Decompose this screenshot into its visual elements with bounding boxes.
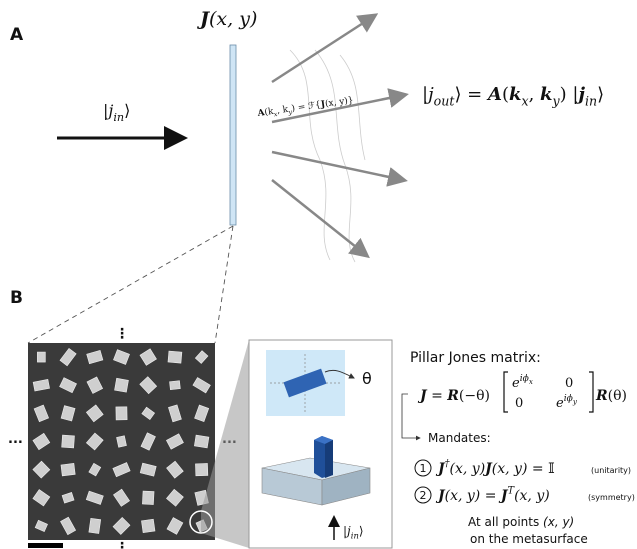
matrix-entry: 0: [515, 396, 523, 411]
rule-formula: J†(x, y)J(x, y) = 𝕀: [435, 459, 555, 477]
matrix-entry: eiϕy: [556, 394, 578, 411]
formula-part: ⟩: [597, 84, 604, 105]
formula-part: A: [486, 84, 502, 105]
scale-bar: [28, 543, 63, 548]
rule-formula: J(x, y) = JT(x, y): [435, 486, 550, 504]
matrix-entry: eiϕx: [512, 374, 533, 391]
formula-part: 0: [515, 396, 523, 411]
formula-part: (x, y): [543, 515, 574, 529]
pillar: [37, 352, 45, 362]
formula-part: (θ): [608, 388, 627, 404]
rule-note: (unitarity): [591, 466, 631, 475]
pillar: [194, 435, 209, 448]
zoom-lines: [28, 226, 233, 343]
formula-part: in: [113, 111, 124, 124]
pillar: [89, 518, 101, 533]
rule-note: (symmetry): [588, 493, 635, 502]
ellipsis: ⋮: [115, 326, 129, 342]
jones-title: Pillar Jones matrix:: [410, 350, 541, 366]
formula-part: ⟩: [124, 101, 130, 120]
theta: θ: [362, 369, 372, 388]
pillar: [117, 436, 127, 447]
formula-part: (−θ): [459, 388, 490, 404]
jones-right: R(θ): [595, 388, 627, 404]
formula-part: (x, y): [450, 461, 486, 477]
formula-part: k: [540, 84, 552, 105]
pillar: [142, 491, 154, 505]
jones-left: J = R(−θ): [417, 388, 490, 404]
pillar: [168, 351, 182, 363]
formula-part: (: [502, 84, 509, 105]
formula-part: (x, y): [492, 461, 528, 477]
surface-label: J(x, y): [197, 8, 257, 30]
pillar: [170, 381, 181, 390]
formula-part: (x, y): [209, 8, 257, 30]
pillar: [195, 463, 207, 475]
points-note: on the metasurface: [470, 532, 588, 546]
mandates: Mandates:: [428, 431, 491, 445]
formula-part: y: [572, 397, 578, 406]
formula-part: =: [427, 388, 448, 404]
formula-part: 0: [565, 376, 573, 391]
metasurface: [230, 45, 236, 225]
formula-part: (x, y) =: [445, 488, 501, 504]
formula-part: ) |: [560, 84, 579, 105]
formula-part: ⟩: [359, 524, 364, 538]
pillar-side: [325, 440, 333, 478]
output-state: |jout⟩ = A(kx, ky) |jin⟩: [422, 84, 604, 108]
pillar: [141, 519, 155, 533]
formula-part: x: [521, 93, 528, 108]
formula-part: At all points: [468, 515, 543, 529]
wavefronts: [290, 50, 365, 262]
formula-part: ⟩ =: [454, 84, 488, 105]
rule-number: 1: [420, 462, 427, 475]
pillar: [116, 407, 127, 420]
pillar: [62, 435, 75, 448]
pillar: [115, 378, 129, 392]
formula-part: k: [509, 84, 521, 105]
formula-part: = 𝕀: [527, 461, 554, 477]
formula-part: R: [595, 388, 608, 404]
formula-part: x: [529, 377, 533, 386]
input-state: |jin⟩: [103, 101, 130, 124]
ellipsis: ...: [8, 432, 23, 447]
mandate-arrow: [402, 394, 420, 438]
ellipsis: ⋮: [115, 540, 129, 549]
matrix-entry: 0: [565, 376, 573, 391]
points-note: At all points (x, y): [468, 515, 574, 529]
formula-part: ,: [529, 84, 540, 105]
formula-part: R: [446, 388, 459, 404]
formula-part: in: [351, 531, 359, 541]
formula-part: (x, y): [514, 488, 550, 504]
panel-label: A: [10, 25, 24, 45]
formula-part: out: [434, 93, 456, 108]
pillar: [61, 463, 75, 476]
panel-label: B: [10, 288, 23, 308]
rule-number: 2: [420, 489, 427, 502]
formula-part: in: [585, 93, 597, 108]
figure: A J(x, y) |jin⟩ A(kx, ky) = ℱ{J(x, y)} |…: [0, 0, 637, 549]
